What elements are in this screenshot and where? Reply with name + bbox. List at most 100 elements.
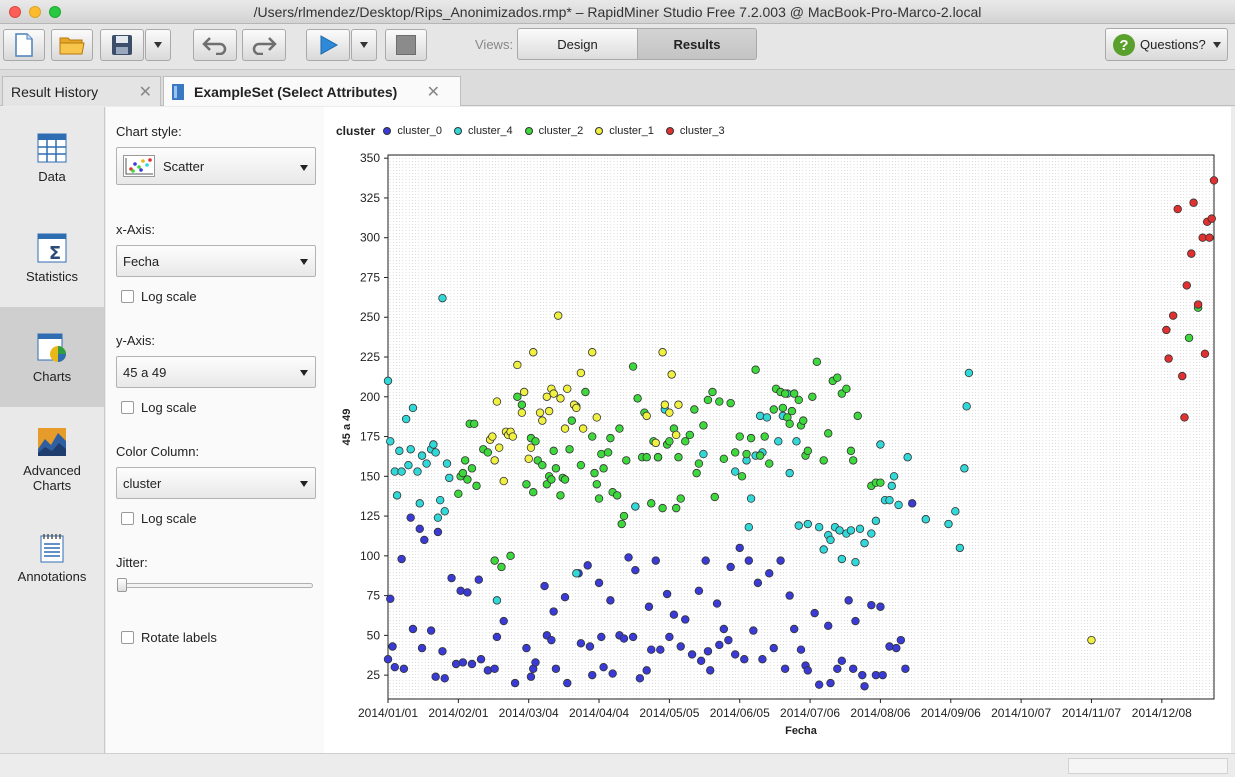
data-point-cluster_0: [826, 678, 835, 688]
questions-button[interactable]: ? Questions?: [1105, 28, 1228, 61]
close-icon[interactable]: ✕: [138, 84, 152, 101]
data-point-cluster_0: [769, 643, 778, 653]
color-column-select[interactable]: cluster: [116, 467, 316, 499]
checkbox-box[interactable]: [121, 401, 134, 414]
data-point-cluster_4: [433, 513, 443, 522]
result-view-sidebar: Data Σ Statistics Charts Advanced Charts: [0, 107, 105, 753]
save-options-dropdown[interactable]: [145, 29, 171, 61]
data-point-cluster_0: [765, 569, 774, 578]
x-log-scale-checkbox[interactable]: Log scale: [121, 289, 197, 304]
data-point-cluster_4: [792, 437, 801, 446]
data-point-cluster_1: [524, 454, 533, 464]
data-point-cluster_3: [1173, 204, 1182, 214]
data-point-cluster_0: [867, 600, 876, 610]
sidebar-item-annotations[interactable]: Annotations: [0, 527, 104, 627]
data-point-cluster_2: [708, 387, 717, 397]
data-point-cluster_4: [960, 464, 969, 473]
data-point-cluster_4: [826, 535, 835, 545]
data-point-cluster_2: [454, 489, 463, 499]
scatter-plot[interactable]: 25 50 75 100 125 150 175 200 225 250 275 300 325 350 2…: [324, 107, 1231, 753]
status-bar: [0, 753, 1235, 777]
sidebar-item-label: Annotations: [17, 569, 87, 584]
sidebar-item-statistics[interactable]: Σ Statistics: [0, 207, 104, 307]
x-tick-label: 2014/06/05: [710, 706, 770, 720]
data-point-cluster_2: [819, 456, 828, 465]
data-point-cluster_4: [744, 523, 754, 532]
chart-style-select[interactable]: Scatter: [116, 147, 316, 185]
data-point-cluster_4: [440, 507, 449, 516]
data-point-cluster_2: [633, 394, 642, 403]
data-point-cluster_0: [597, 632, 606, 642]
sidebar-item-data[interactable]: Data: [0, 107, 104, 207]
window-titlebar: /Users/rlmendez/Desktop/Rips_Anonimizado…: [0, 0, 1235, 24]
close-window-button[interactable]: [9, 6, 21, 18]
x-axis-select[interactable]: Fecha: [116, 245, 316, 277]
sidebar-item-label: Statistics: [25, 269, 78, 284]
maximize-window-button[interactable]: [49, 6, 61, 18]
stop-process-button[interactable]: [385, 29, 427, 61]
data-point-cluster_2: [603, 448, 613, 457]
data-point-cluster_1: [560, 424, 570, 433]
data-point-cluster_0: [796, 645, 806, 654]
close-icon[interactable]: ✕: [426, 84, 440, 101]
data-point-cluster_2: [547, 475, 556, 484]
data-point-cluster_0: [694, 586, 704, 596]
new-process-button[interactable]: [3, 29, 45, 61]
window-title: /Users/rlmendez/Desktop/Rips_Anonimizado…: [253, 4, 982, 20]
y-axis-select[interactable]: 45 a 49: [116, 356, 316, 388]
y-tick-label: 25: [367, 668, 381, 682]
chevron-down-icon: [300, 259, 308, 265]
x-tick-label: 2014/04/04: [569, 706, 629, 720]
results-view-button[interactable]: Results: [637, 28, 757, 60]
data-point-cluster_0: [431, 672, 440, 681]
data-point-cluster_3: [1207, 214, 1216, 223]
checkbox-box[interactable]: [121, 512, 134, 525]
data-point-cluster_4: [572, 569, 581, 578]
jitter-slider-handle[interactable]: [117, 578, 127, 592]
run-options-dropdown[interactable]: [351, 29, 377, 61]
floppy-disk-icon: [112, 35, 132, 55]
run-process-button[interactable]: [306, 29, 350, 61]
data-point-cluster_0: [585, 642, 595, 651]
open-process-button[interactable]: [51, 29, 93, 61]
jitter-slider-track[interactable]: [118, 583, 313, 588]
data-point-cluster_2: [470, 419, 479, 429]
y-tick-label: 350: [360, 151, 380, 165]
save-process-button[interactable]: [100, 29, 144, 61]
data-point-cluster_0: [476, 655, 486, 664]
rotate-labels-checkbox[interactable]: Rotate labels: [121, 630, 217, 645]
sidebar-item-advanced-charts[interactable]: Advanced Charts: [0, 407, 104, 507]
data-point-cluster_2: [665, 437, 674, 446]
legend-entry-cluster_4: cluster_4: [454, 125, 513, 137]
data-point-cluster_0: [735, 543, 744, 553]
sidebar-item-charts[interactable]: Charts: [0, 307, 104, 407]
data-point-cluster_2: [617, 519, 626, 529]
chart-style-value: Scatter: [163, 158, 205, 174]
data-point-cluster_2: [463, 475, 472, 484]
checkbox-label: Log scale: [141, 400, 197, 415]
color-log-scale-checkbox[interactable]: Log scale: [121, 511, 197, 526]
data-point-cluster_3: [1168, 311, 1178, 320]
minimize-window-button[interactable]: [29, 6, 41, 18]
legend-entries: cluster_0 cluster_4 cluster_2 cluster_1 clus…: [383, 125, 736, 137]
data-point-cluster_2: [808, 392, 817, 401]
legend-label: cluster_3: [679, 125, 725, 137]
data-point-cluster_1: [576, 368, 586, 378]
x-axis-value: Fecha: [123, 253, 160, 269]
undo-button[interactable]: [193, 29, 237, 61]
redo-button[interactable]: [242, 29, 286, 61]
tab-result-history[interactable]: Result History ✕: [2, 76, 161, 106]
data-point-cluster_0: [440, 674, 449, 683]
data-point-cluster_2: [730, 448, 740, 457]
views-label: Views:: [475, 37, 514, 52]
result-tabstrip: Result History ✕ ExampleSet (Select Attr…: [0, 70, 1235, 106]
y-log-scale-checkbox[interactable]: Log scale: [121, 400, 197, 415]
chart-config-panel: Chart style: Scatter x-Axis: Fecha Log s…: [106, 107, 324, 753]
data-point-cluster_0: [687, 650, 697, 659]
checkbox-box[interactable]: [121, 290, 134, 303]
data-point-cluster_1: [542, 392, 552, 401]
data-point-cluster_0: [499, 616, 508, 626]
tab-exampleset[interactable]: ExampleSet (Select Attributes) ✕: [163, 76, 461, 106]
design-view-button[interactable]: Design: [517, 28, 638, 60]
checkbox-box[interactable]: [121, 631, 134, 644]
